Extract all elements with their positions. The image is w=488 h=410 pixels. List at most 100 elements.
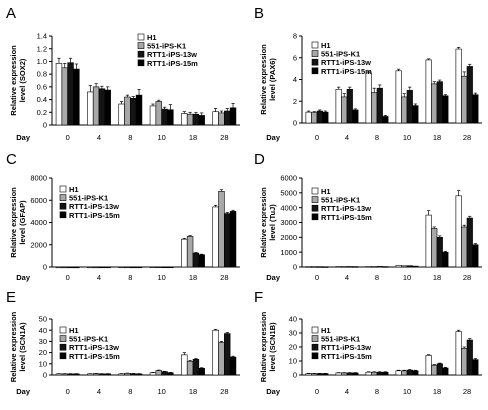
x-tick-label-d: 18 <box>433 273 441 282</box>
bar-c <box>224 213 231 268</box>
bar-b <box>425 59 432 124</box>
legend-label-b: RTT1-iPS-13w <box>321 58 371 67</box>
bar-f <box>316 373 323 376</box>
bar-d <box>376 266 383 268</box>
bar-e <box>92 373 100 376</box>
x-tick-label-e: 8 <box>128 387 132 396</box>
bar-f <box>395 370 402 376</box>
legend-label-c: RTT1-iPS-15m <box>69 211 120 220</box>
bar-a <box>218 112 225 126</box>
legend-swatch-a <box>137 42 145 49</box>
y-tick-label-a: 0.8 <box>37 70 47 79</box>
panel-letter-d: D <box>254 151 265 168</box>
bar-f <box>472 359 479 376</box>
bar-e <box>61 373 68 376</box>
bar-e <box>149 372 157 376</box>
y-axis-label-a: Relative expressionlevel (SOX2) <box>9 45 27 116</box>
bar-b <box>406 90 413 124</box>
bar-a <box>92 86 100 126</box>
bar-d <box>322 266 329 268</box>
bar-a <box>87 91 94 126</box>
bar-e <box>218 342 225 376</box>
y-tick-label-c: 2000 <box>30 240 47 249</box>
x-tick-label-d: 10 <box>403 273 411 282</box>
bar-c <box>186 236 194 268</box>
x-tick-label-d: 28 <box>463 273 471 282</box>
bar-b <box>382 116 389 124</box>
x-tick-label-a: 8 <box>128 133 132 142</box>
bar-c <box>118 266 125 269</box>
bar-e <box>192 359 200 376</box>
y-axis-label-e: Relative expressionlevel (SCN1A) <box>9 311 27 382</box>
bar-b <box>455 48 462 124</box>
y-tick-label-b: 4 <box>293 75 297 84</box>
bar-e <box>135 373 143 376</box>
bar-d <box>401 265 408 268</box>
x-tick-label-d: 4 <box>345 273 349 282</box>
x-tick-label-c: 4 <box>97 273 101 282</box>
bar-f <box>376 371 383 376</box>
bar-c <box>55 266 63 269</box>
x-tick-label-b: 8 <box>375 133 379 142</box>
x-tick-label-c: 0 <box>66 273 70 282</box>
x-tick-label-e: 4 <box>97 387 101 396</box>
y-tick-label-b: 2 <box>293 97 297 106</box>
y-tick-label-b: 8 <box>293 32 297 41</box>
legend-swatch-a <box>137 59 145 67</box>
legend-label-b: 551-iPS-K1 <box>321 50 360 59</box>
bar-e <box>167 372 174 376</box>
y-tick-label-c: 8000 <box>30 174 47 183</box>
bar-a <box>181 113 188 126</box>
bar-f <box>365 371 372 376</box>
bar-c <box>181 238 188 268</box>
legend-label-c: 551-iPS-K1 <box>69 194 108 203</box>
legend-label-f: 551-iPS-K1 <box>321 335 360 344</box>
bar-c <box>87 266 94 269</box>
legend-label-a: H1 <box>147 33 157 42</box>
panel-a: A 0 0.2 0.4 0.6 0.8 1.0 1.2 1.4 Relative express… <box>6 5 240 142</box>
y-tick-label-d: 6000 <box>280 174 297 183</box>
x-tick-label-f: 28 <box>463 387 471 396</box>
bar-f <box>442 367 449 376</box>
bar-f <box>341 372 348 376</box>
y-tick-label-d: 2000 <box>280 233 297 242</box>
bar-e <box>198 367 205 376</box>
bar-a <box>198 115 205 126</box>
legend-swatch-e <box>59 335 67 342</box>
legend-label-a: 551-iPS-K1 <box>147 42 186 51</box>
panel-letter-a: A <box>6 5 16 22</box>
bar-e <box>55 373 63 376</box>
bar-f <box>335 372 342 376</box>
bar-f <box>352 372 359 376</box>
bar-c <box>135 266 143 269</box>
x-axis-label-b: Day <box>266 133 281 142</box>
x-tick-label-b: 10 <box>403 133 411 142</box>
panel-letter-f: F <box>254 289 263 306</box>
bar-c <box>192 252 200 268</box>
x-tick-label-f: 18 <box>433 387 441 396</box>
y-tick-label-f: 40 <box>289 315 297 324</box>
bar-e <box>186 361 194 376</box>
bar-e <box>67 373 74 376</box>
bar-d <box>442 251 449 268</box>
legend-label-f: H1 <box>321 326 331 335</box>
x-axis-label-e: Day <box>16 387 31 396</box>
bar-e <box>161 371 168 376</box>
bar-e <box>124 373 131 376</box>
bar-b <box>376 87 383 124</box>
bar-f <box>382 371 389 376</box>
bar-c <box>73 266 80 269</box>
bar-f <box>455 331 462 376</box>
bar-d <box>431 228 438 268</box>
bar-d <box>346 266 353 268</box>
bar-b <box>412 105 419 124</box>
y-tick-label-e: 40 <box>39 326 47 335</box>
y-tick-label-c: 0 <box>43 263 47 272</box>
panel-letter-e: E <box>6 289 16 306</box>
y-tick-label-c: 4000 <box>30 218 47 227</box>
bar-c <box>92 266 100 269</box>
bar-f <box>412 370 419 376</box>
legend-swatch-f <box>311 326 319 334</box>
y-tick-label-b: 0 <box>293 119 297 128</box>
